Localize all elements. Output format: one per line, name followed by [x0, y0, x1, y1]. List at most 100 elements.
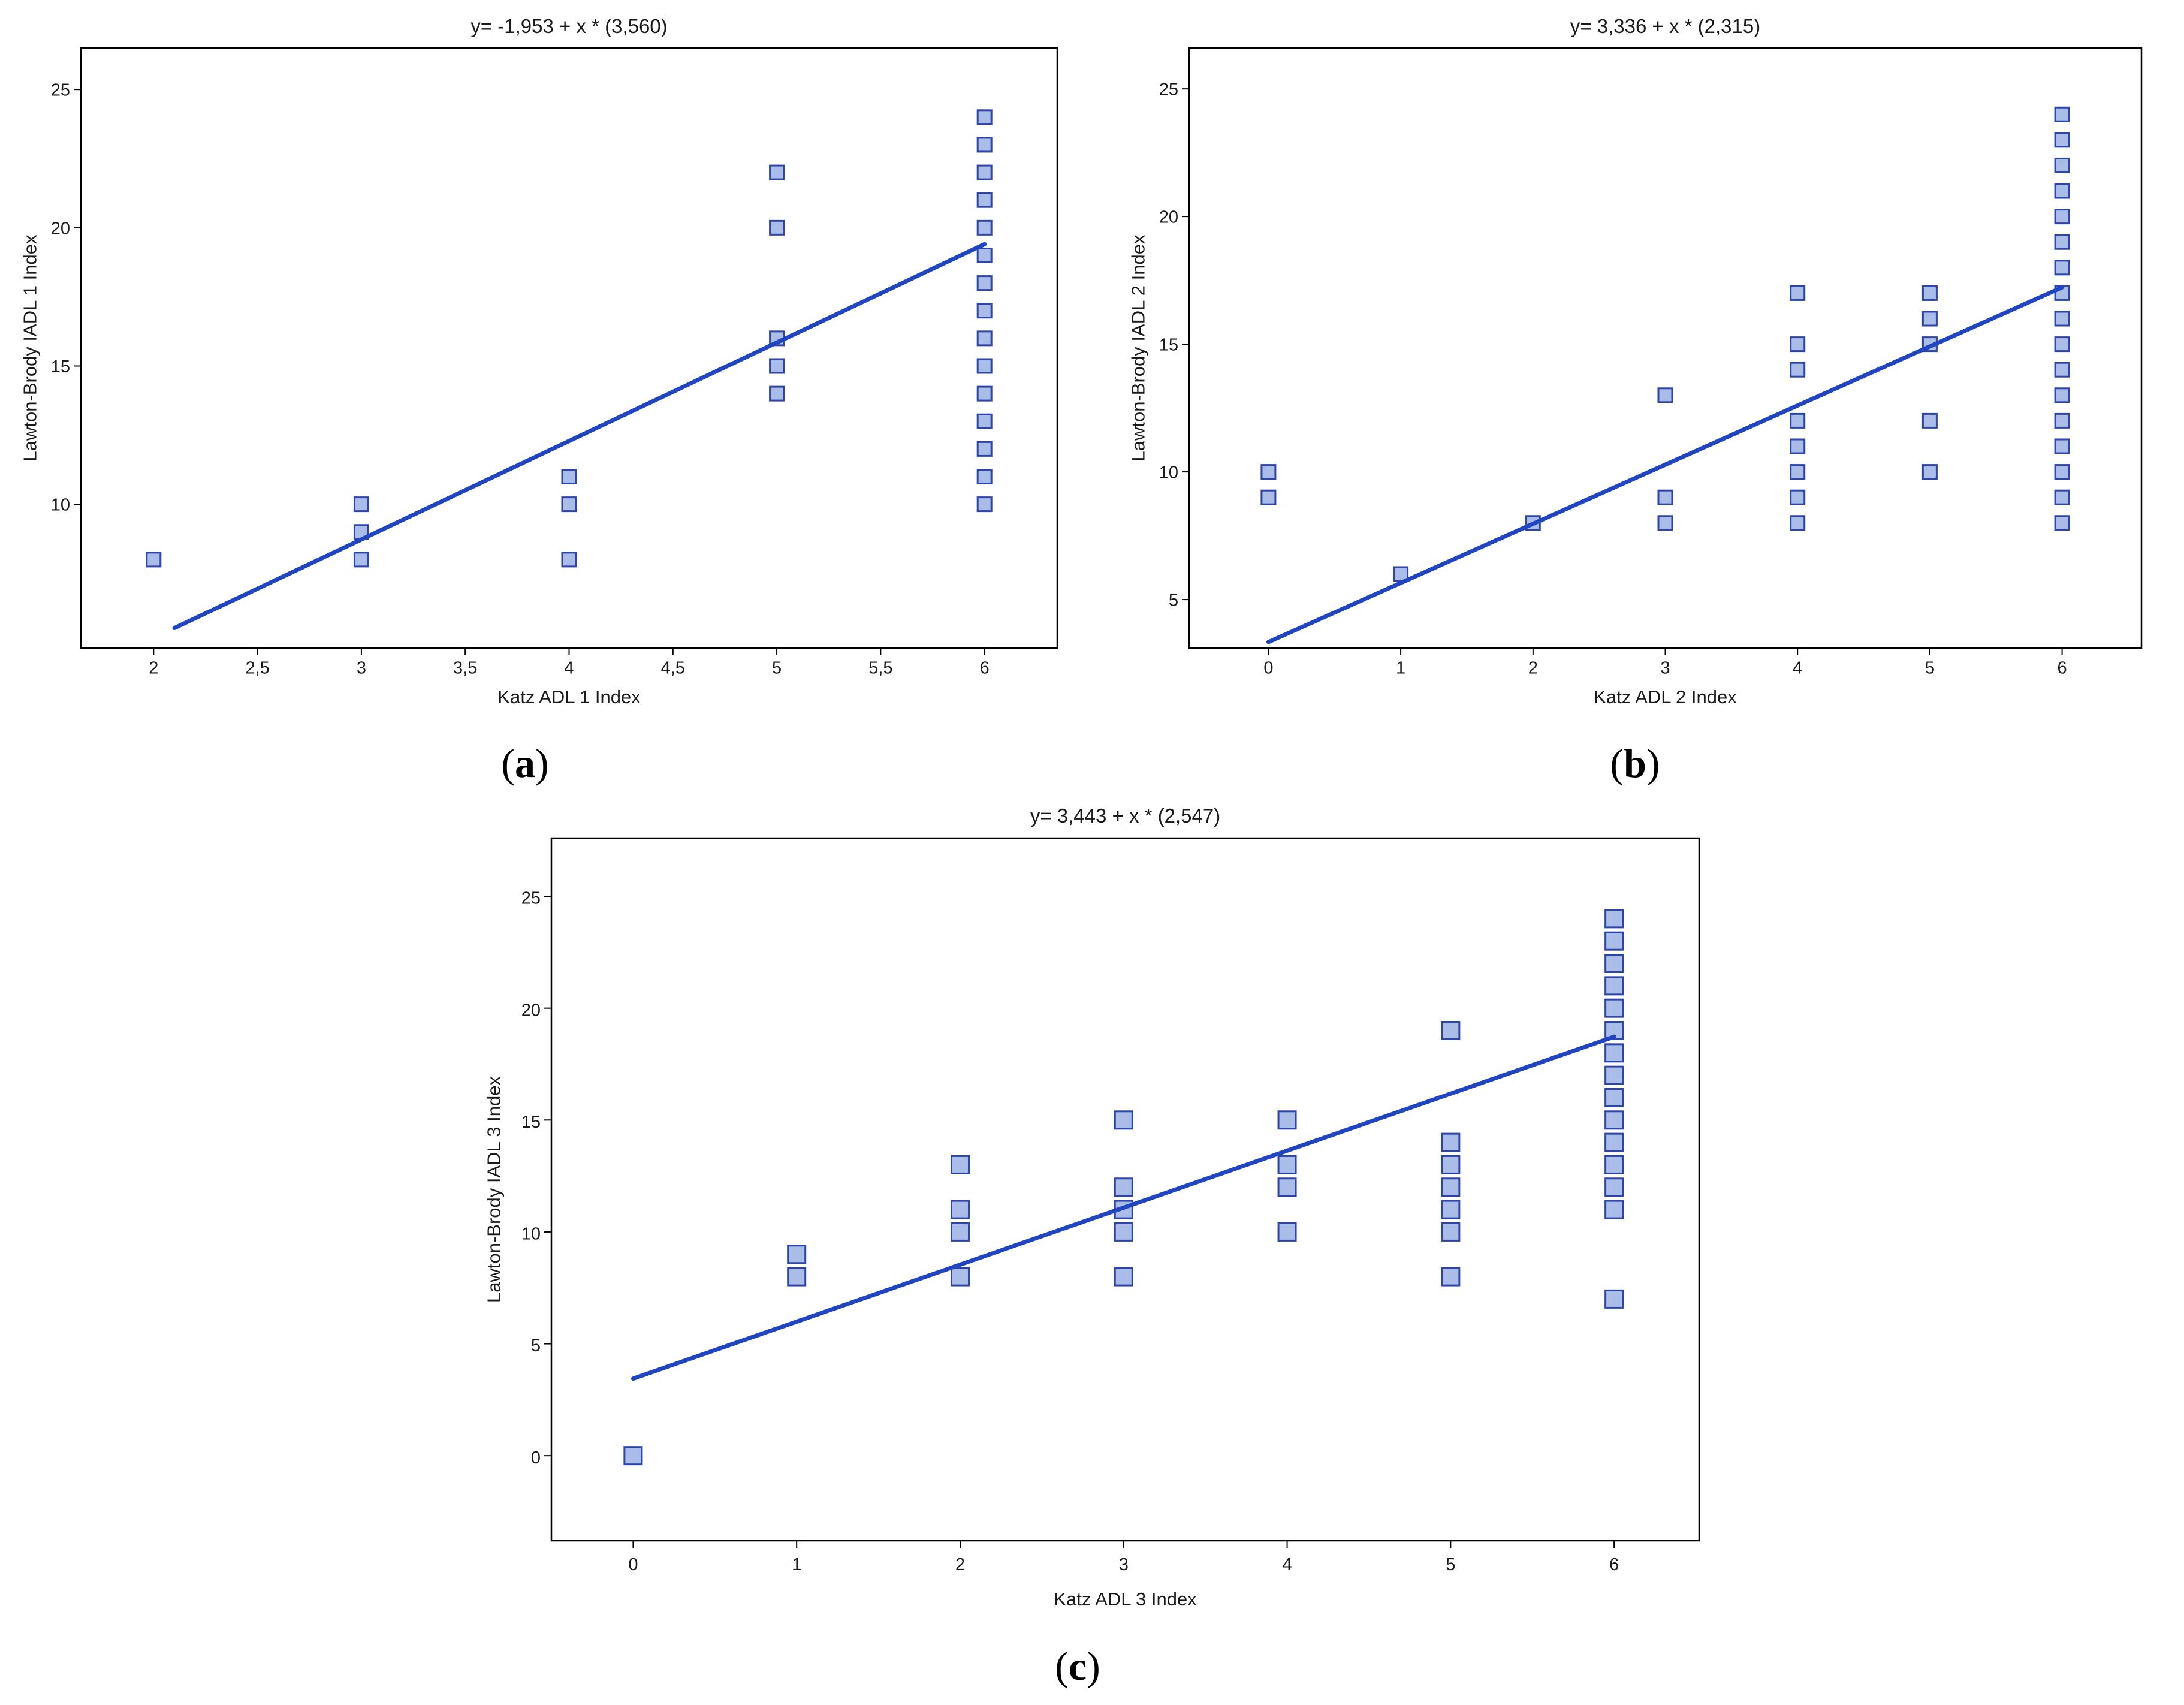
- regression-line: [631, 1034, 1616, 1381]
- y-tick-label: 25: [51, 81, 70, 100]
- y-axis-label: Lawton-Brody IADL 3 Index: [483, 1076, 504, 1303]
- data-point-marker: [353, 496, 369, 513]
- y-tick-label: 25: [1159, 80, 1178, 100]
- plot-area-frame: [550, 837, 1700, 1542]
- data-point-marker: [2054, 336, 2070, 353]
- y-tick-label: 5: [1169, 591, 1178, 610]
- data-point-marker: [1604, 1043, 1624, 1063]
- data-point-marker: [1790, 285, 1806, 301]
- x-tick-label: 3: [1119, 1555, 1129, 1574]
- data-point-marker: [1604, 976, 1624, 996]
- x-tick-label: 3,5: [453, 658, 477, 677]
- data-point-marker: [2054, 132, 2070, 148]
- scatter-chart-a: y= -1,953 + x * (3,560) 2 2,5 3 3,5 4 4,5 5 5,5 6…: [20, 15, 1058, 707]
- y-tick-label: 5: [531, 1336, 541, 1355]
- data-point-marker: [976, 469, 993, 484]
- x-axis-label: Katz ADL 3 Index: [1054, 1589, 1197, 1610]
- data-point-marker: [1657, 515, 1673, 531]
- data-point-marker: [1657, 489, 1673, 505]
- data-point-marker: [146, 552, 162, 568]
- y-tick-label: 20: [51, 219, 70, 238]
- x-tick-label: 4,5: [661, 658, 685, 677]
- data-point-marker: [561, 496, 577, 513]
- data-point-marker: [976, 441, 993, 457]
- data-point-marker: [1604, 1177, 1624, 1197]
- data-point-marker: [2054, 412, 2070, 429]
- data-point-marker: [1277, 1110, 1297, 1130]
- x-tick-label: 0: [1263, 658, 1273, 677]
- data-point-marker: [1441, 1200, 1461, 1219]
- data-point-marker: [1790, 362, 1806, 378]
- y-tick-label: 15: [51, 357, 70, 376]
- x-tick-label: 6: [1609, 1555, 1619, 1574]
- data-point-marker: [1604, 1132, 1624, 1152]
- x-tick-label: 3: [1660, 658, 1670, 677]
- x-tick-label: 4: [564, 658, 574, 677]
- data-point-marker: [976, 219, 993, 236]
- data-point-marker: [976, 330, 993, 347]
- data-point-marker: [1790, 412, 1806, 429]
- y-axis-label: Lawton-Brody IADL 2 Index: [1128, 234, 1149, 461]
- y-axis-label: Lawton-Brody IADL 1 Index: [20, 234, 41, 461]
- data-point-marker: [1921, 285, 1938, 301]
- data-point-marker: [1441, 1222, 1461, 1242]
- chart-title: y= -1,953 + x * (3,560): [470, 15, 667, 37]
- scatter-chart-c: y= 3,443 + x * (2,547) 0 1 2 3 4 5 6 0 5 10 15 20 25 K…: [483, 805, 1700, 1610]
- y-tick-label: 20: [1159, 208, 1178, 227]
- data-point-marker: [1604, 1289, 1624, 1309]
- data-point-marker: [1604, 1065, 1624, 1085]
- data-point-marker: [769, 164, 785, 180]
- data-point-marker: [1604, 998, 1624, 1018]
- x-tick-label: 2: [149, 658, 158, 677]
- data-point-marker: [1790, 515, 1806, 531]
- x-tick-label: 5: [772, 658, 782, 677]
- x-tick-label: 2: [1528, 658, 1538, 677]
- data-point-marker: [1114, 1177, 1133, 1197]
- data-point-marker: [2054, 157, 2070, 173]
- data-point-marker: [1604, 1088, 1624, 1107]
- panel-label-a: (a): [501, 740, 548, 786]
- data-point-marker: [976, 275, 993, 291]
- data-point-marker: [976, 413, 993, 429]
- data-point-marker: [1921, 311, 1938, 327]
- data-point-marker: [950, 1222, 970, 1242]
- data-point-marker: [976, 137, 993, 153]
- data-point-marker: [1790, 464, 1806, 480]
- data-point-marker: [1441, 1020, 1461, 1040]
- x-tick-label: 1: [1396, 658, 1405, 677]
- y-tick-label: 10: [521, 1225, 541, 1244]
- x-tick-label: 5: [1446, 1555, 1455, 1574]
- data-point-marker: [976, 496, 993, 513]
- regression-line: [172, 242, 987, 631]
- data-point-marker: [1790, 489, 1806, 505]
- data-point-marker: [1277, 1155, 1297, 1174]
- scatter-chart-b: y= 3,336 + x * (2,315) 0 1 2 3 4 5 6 5 10 15 20 25 Ka…: [1128, 15, 2143, 707]
- data-point-marker: [2054, 362, 2070, 378]
- data-point-marker: [2054, 438, 2070, 454]
- data-point-marker: [1277, 1177, 1297, 1197]
- data-point-marker: [1921, 464, 1938, 480]
- data-point-marker: [976, 164, 993, 180]
- data-point-marker: [976, 385, 993, 402]
- x-tick-label: 5,5: [868, 658, 892, 677]
- data-point-marker: [2054, 209, 2070, 225]
- data-point-marker: [2054, 489, 2070, 505]
- y-tick-label: 10: [51, 496, 70, 515]
- data-point-marker: [769, 358, 785, 374]
- x-tick-label: 2: [955, 1555, 965, 1574]
- data-point-marker: [1921, 412, 1938, 429]
- chart-title: y= 3,336 + x * (2,315): [1570, 15, 1760, 37]
- x-axis-label: Katz ADL 1 Index: [497, 686, 641, 707]
- y-tick-label: 0: [531, 1448, 541, 1468]
- y-tick-label: 15: [521, 1113, 541, 1132]
- data-point-marker: [1604, 931, 1624, 951]
- data-point-marker: [2054, 515, 2070, 531]
- x-tick-label: 5: [1925, 658, 1935, 677]
- data-point-marker: [1604, 954, 1624, 974]
- plot-area-frame: [1188, 47, 2143, 649]
- data-point-marker: [2054, 260, 2070, 276]
- chart-title: y= 3,443 + x * (2,547): [1030, 805, 1220, 827]
- data-point-marker: [976, 247, 993, 263]
- data-point-marker: [1114, 1267, 1133, 1287]
